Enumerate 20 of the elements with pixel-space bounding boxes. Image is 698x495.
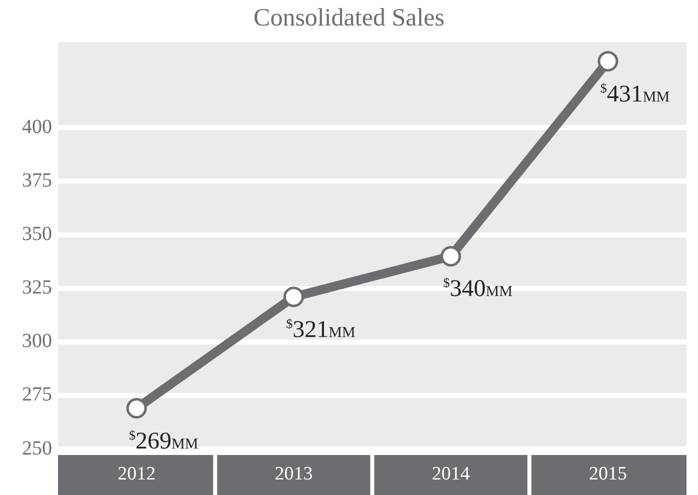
y-tick-label: 325 <box>22 276 52 299</box>
point <box>283 286 304 308</box>
y-tick-label: 375 <box>22 169 52 192</box>
y-tick-label: 400 <box>22 116 52 138</box>
y-tick-label: 250 <box>22 437 52 460</box>
chart-title: Consolidated Sales <box>254 4 444 32</box>
data-label: $431MM <box>600 80 670 108</box>
x-tick-label: 2013 <box>274 463 313 484</box>
data-label: $321MM <box>286 316 356 343</box>
x-tick-label: 2014 <box>432 463 470 484</box>
x-tick-label: 2015 <box>588 463 627 484</box>
y-tick-label: 275 <box>22 384 52 406</box>
y-tick-label: 350 <box>22 223 52 246</box>
point <box>440 246 462 266</box>
point <box>126 398 147 419</box>
x-tick-label: 2012 <box>118 463 156 484</box>
point <box>598 51 618 72</box>
y-tick-label: 300 <box>22 330 52 352</box>
data-label: $269MM <box>128 427 198 454</box>
data-label: $340MM <box>443 275 512 302</box>
